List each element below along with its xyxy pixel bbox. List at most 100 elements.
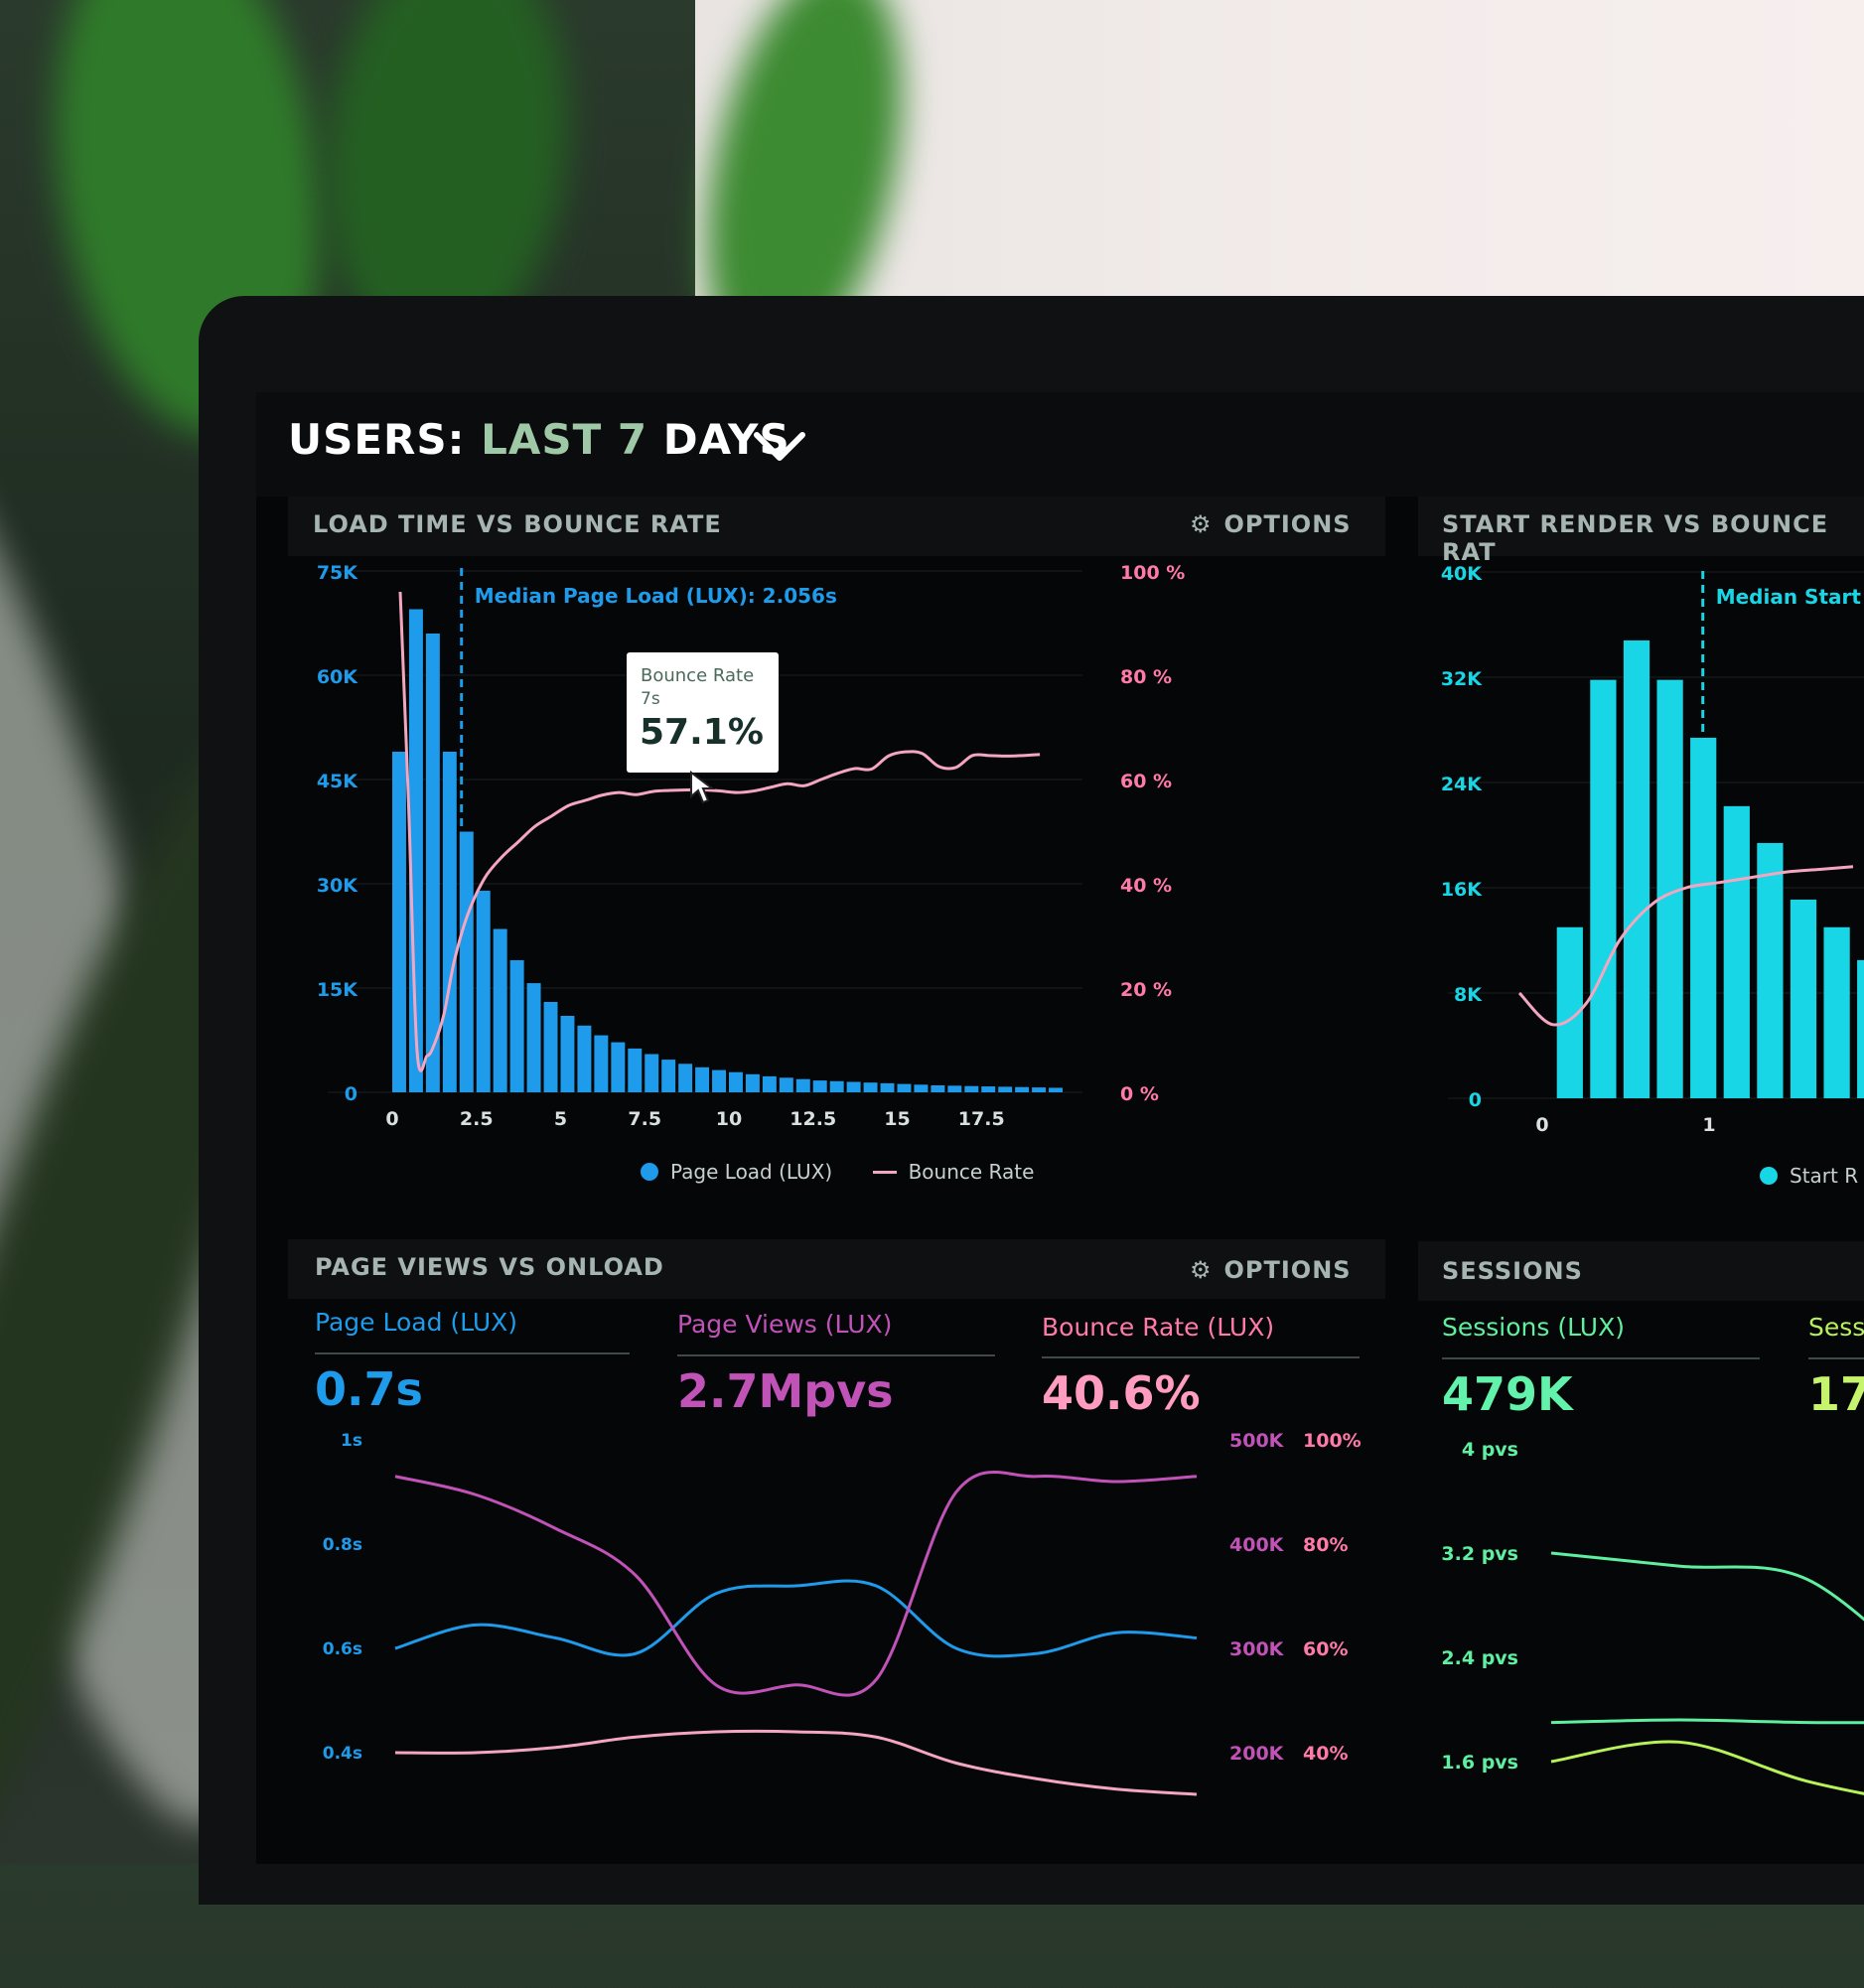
bar	[1790, 899, 1817, 1098]
bounce-rate-line	[1517, 865, 1854, 1027]
y-tick-label-left: 3.2 pvs	[1441, 1543, 1518, 1565]
options-button[interactable]: ⚙ OPTIONS	[1190, 1256, 1352, 1284]
kpi-label-page-load: Page Load (LUX)	[315, 1308, 518, 1337]
x-tick-label: 2.5	[460, 1108, 494, 1130]
kpi-value-page-views: 2.7Mpvs	[677, 1364, 894, 1418]
y-tick-label-left: 30K	[317, 875, 358, 897]
bar	[998, 1086, 1013, 1092]
x-tick-label: 17.5	[958, 1108, 1005, 1130]
bar	[795, 1078, 810, 1092]
bar	[459, 831, 474, 1092]
bar	[392, 752, 406, 1092]
x-tick-label: 5	[554, 1108, 567, 1130]
title-suffix: DAYS	[662, 415, 790, 464]
y-tick-label-right: 80%	[1303, 1534, 1348, 1556]
y-tick-label-left: 15K	[317, 979, 358, 1001]
start-render-bounce-rate-chart[interactable]: 08K16K24K32K40K012Median Start R	[1418, 556, 1864, 1142]
chart-legend: Start R	[1760, 1164, 1858, 1188]
bar	[829, 1080, 844, 1092]
y-tick-label-left: 45K	[317, 771, 358, 792]
bar	[1723, 805, 1750, 1098]
legend-label: Bounce Rate	[908, 1160, 1035, 1184]
bar	[1590, 679, 1617, 1098]
kpi-divider	[677, 1354, 995, 1356]
bar	[678, 1064, 693, 1092]
bar	[526, 983, 541, 1092]
y-tick-label-right: 300K	[1229, 1638, 1285, 1660]
legend-dot-page-load	[641, 1163, 658, 1181]
kpi-divider	[315, 1352, 630, 1354]
dashboard-header	[256, 392, 1864, 497]
sessions-chart[interactable]: 1.6 pvs 2.4 pvs 3.2 pvs 4 pvs	[1418, 1420, 1864, 1837]
bar	[476, 891, 491, 1092]
y-tick-label-right: 80 %	[1120, 666, 1172, 688]
y-tick-label-right: 60%	[1303, 1638, 1348, 1660]
bar	[931, 1085, 945, 1092]
panel-title: START RENDER VS BOUNCE RAT	[1442, 510, 1829, 566]
kpi-label-sessions: Sessions (LUX)	[1442, 1313, 1625, 1342]
bar	[947, 1085, 962, 1092]
bar	[611, 1042, 626, 1092]
y-tick-label-left: 60K	[317, 666, 358, 688]
options-label: OPTIONS	[1223, 1256, 1352, 1284]
load-time-bounce-rate-chart[interactable]: 0 15K 30K 45K 60K 75K 0 % 20 % 40 % 60 % 80 % 100 %…	[288, 556, 1385, 1142]
bar	[1032, 1087, 1047, 1092]
y-tick-label-left: 1.6 pvs	[1441, 1752, 1518, 1774]
dashboard-title[interactable]: USERS: LAST 7 DAYS	[288, 415, 790, 464]
kpi-value-page-load: 0.7s	[315, 1362, 423, 1416]
kpi-label-sess: Sess	[1808, 1313, 1864, 1342]
bar	[661, 1060, 676, 1092]
title-range: LAST 7	[481, 415, 648, 464]
bar	[729, 1071, 743, 1092]
bar	[1049, 1087, 1063, 1092]
chart-legend: Page Load (LUX) Bounce Rate	[641, 1160, 1034, 1184]
y-tick-label-right: 200K	[1229, 1743, 1285, 1765]
options-button[interactable]: ⚙ OPTIONS	[1190, 510, 1352, 538]
bar	[914, 1084, 929, 1092]
y-tick-label-left: 24K	[1441, 774, 1483, 795]
page-views-onload-chart[interactable]: 0.4s 0.6s 0.8s 1s 200K 300K 400K 500K 40% 60% 80% 1…	[288, 1420, 1385, 1837]
x-tick-label: 1	[1702, 1114, 1715, 1136]
y-tick-label-right: 400K	[1229, 1534, 1285, 1556]
tooltip-x: 7s	[641, 689, 660, 709]
bar	[577, 1025, 592, 1092]
bar	[1857, 959, 1864, 1098]
y-tick-label-left: 0	[1469, 1089, 1482, 1111]
bounce-rate-line	[394, 1729, 1198, 1796]
y-tick-label-right: 20 %	[1120, 979, 1172, 1001]
sess-line	[1550, 1718, 1864, 1725]
y-tick-label-right: 500K	[1229, 1430, 1285, 1452]
y-tick-label-left: 16K	[1441, 879, 1483, 901]
y-tick-label-left: 75K	[317, 562, 358, 584]
y-tick-label-right: 100%	[1303, 1430, 1362, 1452]
y-tick-label-left: 0.6s	[323, 1639, 362, 1659]
mouse-cursor-icon	[690, 771, 715, 804]
panel-header-page-views	[288, 1239, 1385, 1299]
x-tick-label: 0	[1535, 1114, 1548, 1136]
legend-label: Page Load (LUX)	[670, 1160, 833, 1184]
bar	[880, 1082, 895, 1092]
bar	[1690, 737, 1717, 1098]
y-tick-label-left: 4 pvs	[1462, 1439, 1518, 1461]
page-load-line	[394, 1579, 1198, 1658]
bar	[812, 1080, 827, 1092]
y-tick-label-left: 0.4s	[323, 1744, 362, 1764]
y-tick-label-right: 0 %	[1120, 1083, 1159, 1105]
bar	[712, 1069, 726, 1092]
sessions-line	[1550, 1551, 1864, 1622]
bar	[594, 1035, 609, 1092]
panel-header-load-time	[288, 497, 1385, 556]
legend-line-bounce	[872, 1171, 897, 1174]
kpi-value-sessions: 479K	[1442, 1367, 1573, 1421]
bar	[1623, 639, 1650, 1098]
legend-label: Start R	[1790, 1164, 1859, 1188]
x-tick-label: 0	[385, 1108, 398, 1130]
panel-header-start-render	[1418, 497, 1864, 556]
bar	[645, 1054, 659, 1092]
kpi-divider	[1442, 1357, 1760, 1359]
chevron-down-icon[interactable]	[753, 429, 806, 463]
bar	[543, 1002, 558, 1092]
bar	[981, 1086, 996, 1092]
median-label: Median Start R	[1716, 585, 1864, 609]
kpi-label-bounce-rate: Bounce Rate (LUX)	[1042, 1313, 1275, 1342]
